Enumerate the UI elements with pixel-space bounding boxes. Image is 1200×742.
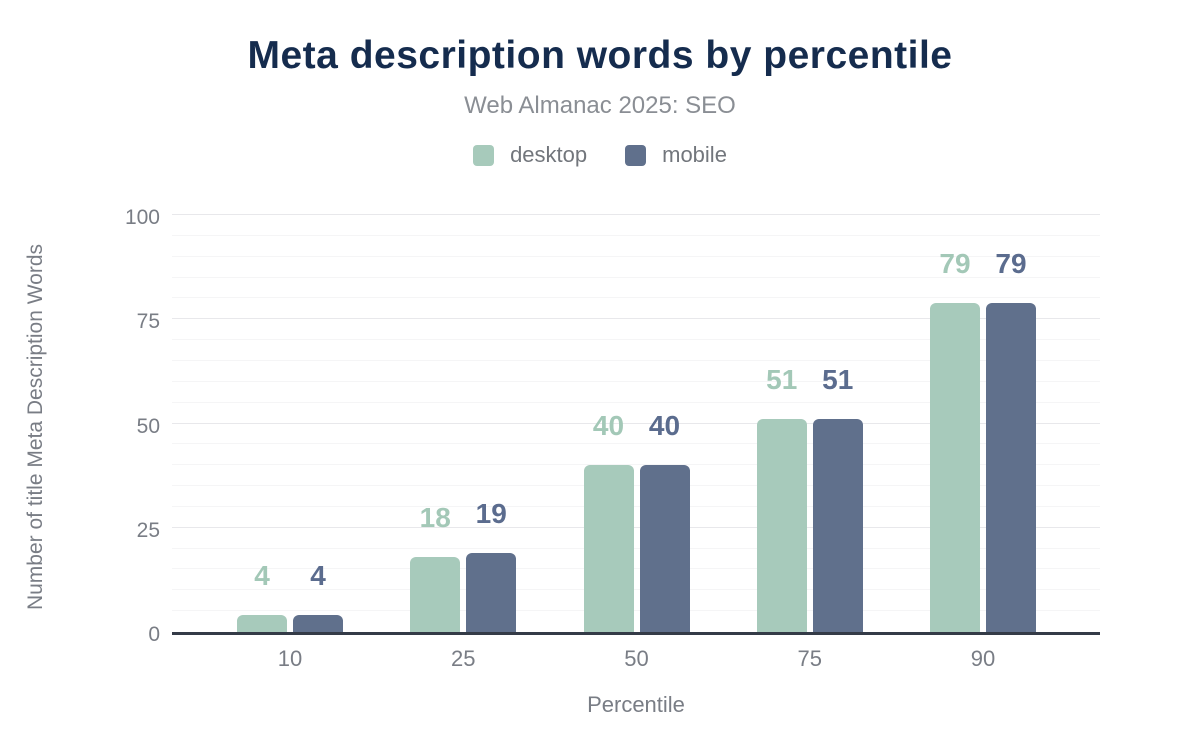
mobile-value-label: 19	[475, 497, 507, 529]
mobile-value-label: 40	[648, 410, 681, 442]
mobile-swatch-icon	[625, 144, 647, 166]
bar-col-mobile: 51	[812, 364, 863, 632]
bar-col-desktop: 79	[930, 247, 980, 632]
y-tick-label: 75	[136, 310, 160, 334]
bar-col-mobile: 19	[466, 497, 517, 632]
major-gridline	[172, 214, 1100, 215]
chart-subtitle: Web Almanac 2025: SEO	[464, 92, 736, 119]
y-axis-ticks: 0 25 50 75 100	[0, 207, 160, 645]
x-axis-ticks: 10 25 50 75 90	[172, 646, 1100, 672]
desktop-value-label: 18	[419, 501, 451, 533]
desktop-bar[interactable]	[237, 615, 287, 632]
bar-col-mobile: 79	[986, 247, 1036, 632]
mobile-bar[interactable]	[639, 465, 690, 632]
x-axis-title: Percentile	[587, 692, 685, 717]
mobile-value-label: 4	[310, 560, 326, 592]
bar-group-75: 51 51	[756, 364, 863, 632]
desktop-value-label: 51	[766, 364, 798, 396]
x-tick-label: 50	[624, 646, 649, 671]
bar-col-desktop: 51	[756, 364, 807, 632]
desktop-bar[interactable]	[583, 465, 634, 632]
x-tick-label: 75	[797, 646, 822, 671]
y-tick-label: 0	[148, 623, 160, 646]
bar-col-desktop: 18	[410, 501, 461, 632]
desktop-bar[interactable]	[930, 302, 980, 632]
bar-col-desktop: 4	[237, 561, 287, 632]
legend-item-mobile[interactable]: mobile	[625, 142, 727, 168]
chart-title: Meta description words by percentile	[247, 34, 953, 77]
desktop-bar[interactable]	[756, 419, 807, 632]
x-tick-label: 90	[970, 646, 996, 671]
desktop-swatch-icon	[473, 144, 495, 166]
legend-label-desktop: desktop	[510, 142, 588, 167]
bar-col-mobile: 40	[639, 410, 690, 632]
bar-col-desktop: 40	[583, 410, 634, 632]
y-tick-label: 100	[124, 206, 160, 229]
bar-group-90: 79 79	[930, 247, 1036, 632]
mobile-bar[interactable]	[812, 419, 863, 632]
plot-area: 4 4 18 19 40 40 51 51 79 79	[172, 214, 1100, 635]
bar-group-25: 18 19	[410, 497, 517, 632]
bar-group-50: 40 40	[583, 410, 690, 632]
legend-item-desktop[interactable]: desktop	[473, 142, 587, 168]
mobile-bar[interactable]	[466, 552, 517, 632]
y-tick-label: 50	[136, 414, 160, 438]
desktop-value-label: 4	[254, 560, 270, 592]
mobile-value-label: 51	[822, 364, 854, 396]
x-tick-label: 25	[451, 646, 476, 671]
desktop-value-label: 40	[592, 410, 625, 442]
bar-col-mobile: 4	[293, 561, 343, 632]
desktop-bar[interactable]	[410, 556, 461, 632]
mobile-bar[interactable]	[986, 302, 1036, 632]
legend: desktop mobile	[0, 142, 1200, 168]
legend-label-mobile: mobile	[662, 142, 727, 167]
y-tick-label: 25	[136, 518, 160, 542]
desktop-value-label: 79	[939, 247, 971, 279]
x-tick-label: 10	[277, 646, 303, 671]
mobile-value-label: 79	[995, 247, 1027, 279]
mobile-bar[interactable]	[293, 615, 343, 632]
minor-gridline	[172, 234, 1100, 236]
